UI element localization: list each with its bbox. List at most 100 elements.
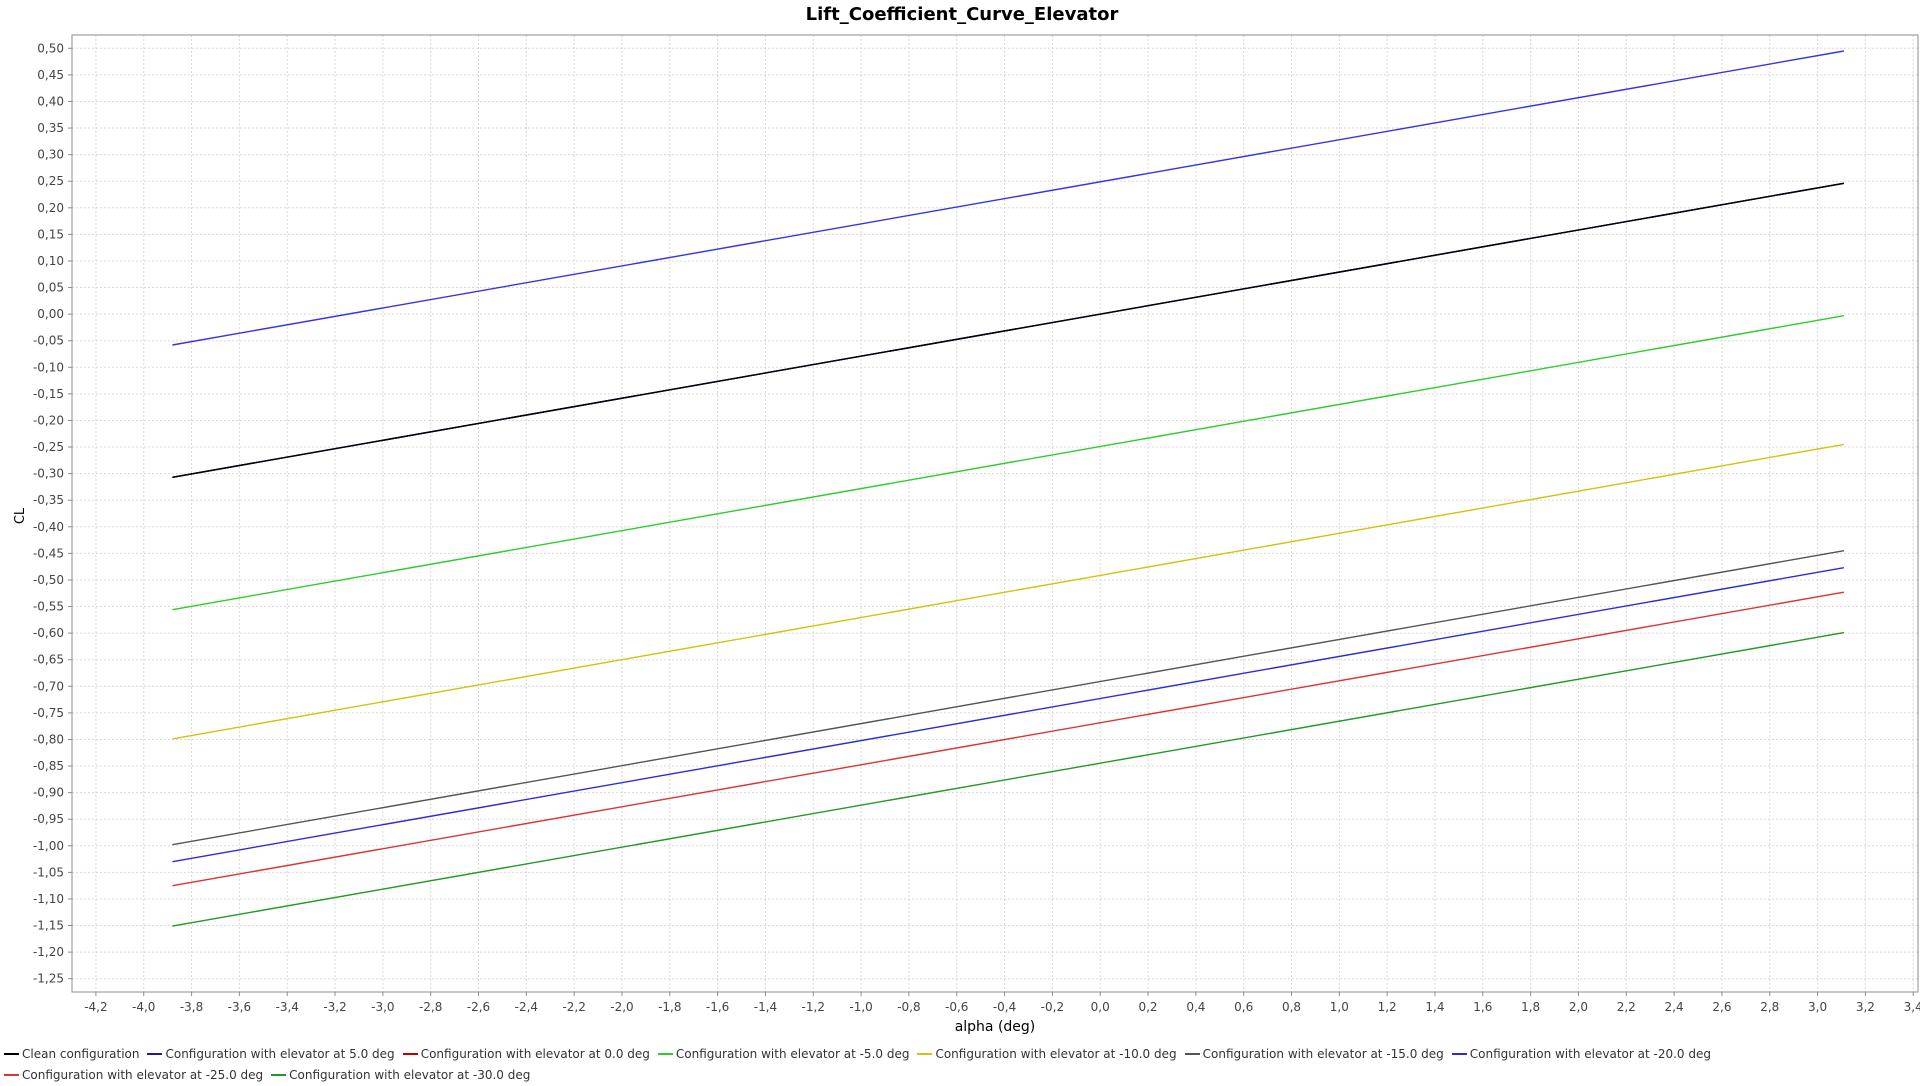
y-tick-label: 0,05 bbox=[37, 281, 64, 295]
y-tick-label: -1,25 bbox=[33, 972, 64, 986]
y-tick-label: -0,60 bbox=[33, 626, 64, 640]
legend-swatch bbox=[1451, 1052, 1467, 1055]
y-tick-label: -0,10 bbox=[33, 360, 64, 374]
y-tick-label: -0,30 bbox=[33, 467, 64, 481]
y-tick-label: -0,50 bbox=[33, 573, 64, 587]
x-tick-label: -1,0 bbox=[849, 1000, 872, 1014]
y-tick-label: -0,95 bbox=[33, 812, 64, 826]
legend-item: Configuration with elevator at -25.0 deg bbox=[4, 1065, 263, 1086]
legend-item: Configuration with elevator at -15.0 deg bbox=[1184, 1044, 1444, 1065]
y-tick-label: -0,45 bbox=[33, 546, 64, 560]
series-line-1 bbox=[172, 182, 1845, 478]
y-tick-label: 0,40 bbox=[37, 94, 64, 108]
x-tick-label: -2,8 bbox=[419, 1000, 442, 1014]
x-tick-label: -0,6 bbox=[945, 1000, 968, 1014]
grid bbox=[72, 35, 1918, 992]
x-tick-label: 2,4 bbox=[1665, 1000, 1684, 1014]
chart-legend: Clean configuration Configuration with el… bbox=[4, 1044, 1904, 1086]
y-tick-label: -1,00 bbox=[33, 839, 64, 853]
x-tick-label: 1,4 bbox=[1425, 1000, 1444, 1014]
chart-title: Lift_Coefficient_Curve_Elevator bbox=[806, 4, 1119, 25]
y-tick-label: -1,20 bbox=[33, 945, 64, 959]
x-tick-label: -0,8 bbox=[897, 1000, 920, 1014]
x-tick-label: -3,6 bbox=[228, 1000, 251, 1014]
series-line-10 bbox=[172, 50, 1845, 346]
y-tick-label: 0,35 bbox=[37, 121, 64, 135]
y-tick-label: 0,30 bbox=[37, 148, 64, 162]
x-tick-label: -3,2 bbox=[323, 1000, 346, 1014]
x-tick-label: -0,2 bbox=[1041, 1000, 1064, 1014]
y-tick-label: -0,90 bbox=[33, 786, 64, 800]
legend-swatch bbox=[402, 1052, 418, 1055]
x-tick-label: -2,0 bbox=[610, 1000, 633, 1014]
x-tick-label: 1,2 bbox=[1378, 1000, 1397, 1014]
y-tick-label: -0,35 bbox=[33, 493, 64, 507]
legend-item: Configuration with elevator at -30.0 deg bbox=[271, 1065, 530, 1086]
legend-swatch bbox=[4, 1073, 19, 1076]
y-tick-label: -0,80 bbox=[33, 732, 64, 746]
y-tick-label: 0,10 bbox=[37, 254, 64, 268]
x-tick-label: -0,4 bbox=[993, 1000, 1016, 1014]
legend-item: Clean configuration bbox=[4, 1044, 139, 1065]
x-tick-label: 1,8 bbox=[1521, 1000, 1540, 1014]
x-tick-label: 2,0 bbox=[1569, 1000, 1588, 1014]
x-tick-label: -1,8 bbox=[658, 1000, 681, 1014]
plot-area-border bbox=[71, 34, 1919, 993]
legend-item: Configuration with elevator at 5.0 deg bbox=[147, 1044, 395, 1065]
y-tick-label: -0,05 bbox=[33, 334, 64, 348]
y-tick-label: -0,75 bbox=[33, 706, 64, 720]
y-tick-label: -0,15 bbox=[33, 387, 64, 401]
y-tick-label: -0,65 bbox=[33, 653, 64, 667]
series-line-4 bbox=[172, 315, 1845, 611]
x-tick-label: -4,2 bbox=[84, 1000, 107, 1014]
x-axis-ticks: -4,2 -4,0 -3,8 -3,6 -3,4 -3,2 -3,0 -2,8 -2,6 -2,4… bbox=[84, 992, 1920, 1014]
legend-swatch bbox=[1184, 1052, 1200, 1055]
x-tick-label: 2,6 bbox=[1712, 1000, 1731, 1014]
legend-label: Configuration with elevator at -20.0 deg bbox=[1469, 1047, 1711, 1061]
legend-swatch bbox=[4, 1052, 19, 1055]
legend-swatch bbox=[147, 1052, 163, 1055]
x-axis-label: alpha (deg) bbox=[955, 1019, 1036, 1035]
y-tick-label: -1,15 bbox=[33, 919, 64, 933]
legend-label: Configuration with elevator at -5.0 deg bbox=[675, 1047, 910, 1061]
series-line-6 bbox=[172, 550, 1845, 846]
legend-item: Configuration with elevator at -10.0 deg bbox=[917, 1044, 1177, 1065]
x-tick-label: 1,0 bbox=[1330, 1000, 1349, 1014]
x-tick-label: -2,4 bbox=[515, 1000, 538, 1014]
legend-label: Configuration with elevator at -10.0 deg bbox=[935, 1047, 1177, 1061]
x-tick-label: 0,0 bbox=[1091, 1000, 1110, 1014]
legend-item: Configuration with elevator at 0.0 deg bbox=[402, 1044, 650, 1065]
x-tick-label: -1,4 bbox=[754, 1000, 777, 1014]
legend-item: Configuration with elevator at -20.0 deg bbox=[1451, 1044, 1711, 1065]
lift-coefficient-chart: Lift_Coefficient_Curve_Elevator 0,50 0,45… bbox=[13, 4, 1920, 1035]
series-lines bbox=[172, 50, 1845, 927]
x-tick-label: -2,6 bbox=[467, 1000, 490, 1014]
x-tick-label: 1,6 bbox=[1473, 1000, 1492, 1014]
series-line-9 bbox=[172, 631, 1845, 927]
y-tick-label: -0,85 bbox=[33, 759, 64, 773]
legend-label: Configuration with elevator at -15.0 deg bbox=[1202, 1047, 1444, 1061]
x-tick-label: -3,8 bbox=[180, 1000, 203, 1014]
x-tick-label: 0,6 bbox=[1234, 1000, 1253, 1014]
y-tick-label: 0,45 bbox=[37, 68, 64, 82]
y-tick-label: -0,25 bbox=[33, 440, 64, 454]
y-axis-ticks: 0,50 0,45 0,40 0,35 0,30 0,25 0,20 0,15 0,10 0,05… bbox=[33, 41, 72, 986]
legend-swatch bbox=[271, 1073, 287, 1076]
y-tick-label: 0,25 bbox=[37, 174, 64, 188]
x-tick-label: 0,8 bbox=[1282, 1000, 1301, 1014]
series-line-7 bbox=[172, 567, 1845, 863]
x-tick-label: 0,4 bbox=[1186, 1000, 1205, 1014]
x-tick-label: 3,0 bbox=[1808, 1000, 1827, 1014]
y-tick-label: 0,15 bbox=[37, 227, 64, 241]
y-tick-label: -1,10 bbox=[33, 892, 64, 906]
legend-label: Configuration with elevator at -30.0 deg bbox=[289, 1068, 531, 1082]
x-tick-label: -1,2 bbox=[802, 1000, 825, 1014]
x-tick-label: -3,0 bbox=[371, 1000, 394, 1014]
y-tick-label: 0,50 bbox=[37, 41, 64, 55]
legend-label: Clean configuration bbox=[22, 1047, 140, 1061]
y-axis-label: CL bbox=[13, 507, 28, 524]
y-tick-label: -0,55 bbox=[33, 600, 64, 614]
series-line-5 bbox=[172, 443, 1845, 740]
y-tick-label: -1,05 bbox=[33, 865, 64, 879]
